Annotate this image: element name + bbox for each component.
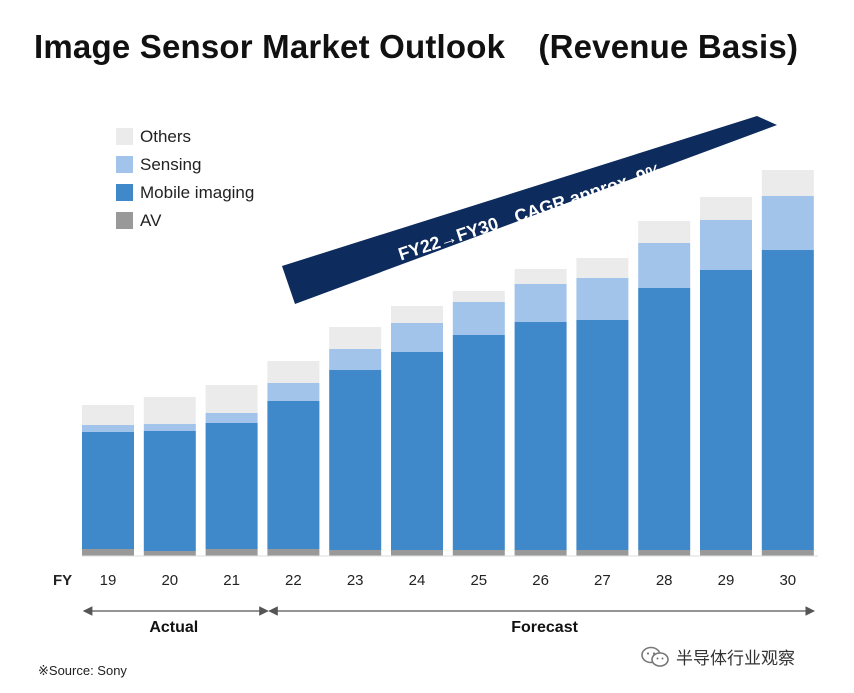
bar-mobile-imaging-fy25 [452,335,505,550]
bar-sensing-fy23 [329,349,382,370]
bar-others-fy21 [205,385,258,413]
x-tick-label-25: 25 [470,572,487,589]
bar-sensing-fy27 [576,278,629,320]
period-label-forecast: Forecast [511,619,578,636]
bar-mobile-imaging-fy28 [638,288,691,550]
bar-av-fy22 [267,549,320,556]
legend-label-sensing: Sensing [140,155,201,174]
wechat-icon [641,646,669,667]
bar-sensing-fy30 [761,196,814,250]
bar-others-fy23 [329,327,382,349]
legend-swatch-av [116,212,133,229]
cagr-arrow-shape [282,116,777,304]
x-tick-label-19: 19 [100,572,117,589]
x-axis: FY 19 20 21 22 23 24 25 26 27 28 29 30 [53,555,818,589]
legend-label-others: Others [140,127,191,146]
legend-label-av: AV [140,211,162,230]
x-tick-label-21: 21 [223,572,240,589]
x-tick-label-29: 29 [718,572,735,589]
bar-mobile-imaging-fy20 [143,431,196,551]
bar-av-fy28 [638,550,691,556]
bar-mobile-imaging-fy30 [761,250,814,550]
bar-sensing-fy21 [205,413,258,423]
bar-sensing-fy24 [391,323,443,352]
bar-mobile-imaging-fy23 [329,370,382,550]
bar-av-fy27 [576,550,629,556]
bar-mobile-imaging-fy24 [391,352,443,550]
x-tick-label-26: 26 [532,572,549,589]
bar-sensing-fy26 [514,284,567,322]
bar-av-fy19 [82,549,134,556]
chart-legend: Others Sensing Mobile imaging AV [116,127,254,230]
bar-sensing-fy25 [452,302,505,335]
bar-others-fy22 [267,361,320,383]
bar-av-fy25 [452,550,505,556]
bar-sensing-fy22 [267,383,320,401]
bar-mobile-imaging-fy21 [205,423,258,549]
bar-others-fy24 [391,306,443,323]
bar-others-fy28 [638,221,691,243]
legend-swatch-sensing [116,156,133,173]
x-tick-label-27: 27 [594,572,611,589]
bar-av-fy30 [761,550,814,556]
bar-sensing-fy29 [700,220,752,270]
bar-av-fy20 [143,551,196,556]
period-ranges: Actual Forecast [82,606,815,636]
x-tick-label-28: 28 [656,572,673,589]
bar-mobile-imaging-fy22 [267,401,320,549]
bar-mobile-imaging-fy29 [700,270,752,550]
x-tick-label-23: 23 [347,572,364,589]
bar-others-fy20 [143,397,196,424]
bar-others-fy29 [700,197,752,220]
bar-av-fy21 [205,549,258,556]
bar-mobile-imaging-fy19 [82,432,134,549]
bar-sensing-fy28 [638,243,691,288]
watermark-text: 半导体行业观察 [676,649,795,668]
x-tick-label-22: 22 [285,572,302,589]
bar-others-fy27 [576,258,629,278]
legend-swatch-mobile-imaging [116,184,133,201]
x-tick-label-20: 20 [161,572,178,589]
watermark: 半导体行业观察 [640,644,795,669]
source-note: ※Source: Sony [38,663,127,678]
bar-av-fy29 [700,550,752,556]
x-tick-label-30: 30 [779,572,796,589]
bar-sensing-fy19 [82,425,134,432]
bar-av-fy23 [329,550,382,556]
x-tick-label-24: 24 [409,572,426,589]
bar-av-fy24 [391,550,443,556]
x-axis-label: FY [53,572,72,589]
legend-label-mobile-imaging: Mobile imaging [140,183,254,202]
cagr-label: FY22→FY30 CAGR approx. 9% [396,160,665,264]
bar-sensing-fy20 [143,424,196,431]
bar-others-fy26 [514,269,567,284]
bar-others-fy19 [82,405,134,425]
period-label-actual: Actual [149,619,198,636]
bar-others-fy30 [761,170,814,196]
chart-title: Image Sensor Market Outlook (Revenue Bas… [34,28,799,65]
bar-others-fy25 [452,291,505,302]
bars-group [82,170,814,556]
bar-mobile-imaging-fy26 [514,322,567,550]
bar-av-fy26 [514,550,567,556]
bar-mobile-imaging-fy27 [576,320,629,550]
legend-swatch-others [116,128,133,145]
